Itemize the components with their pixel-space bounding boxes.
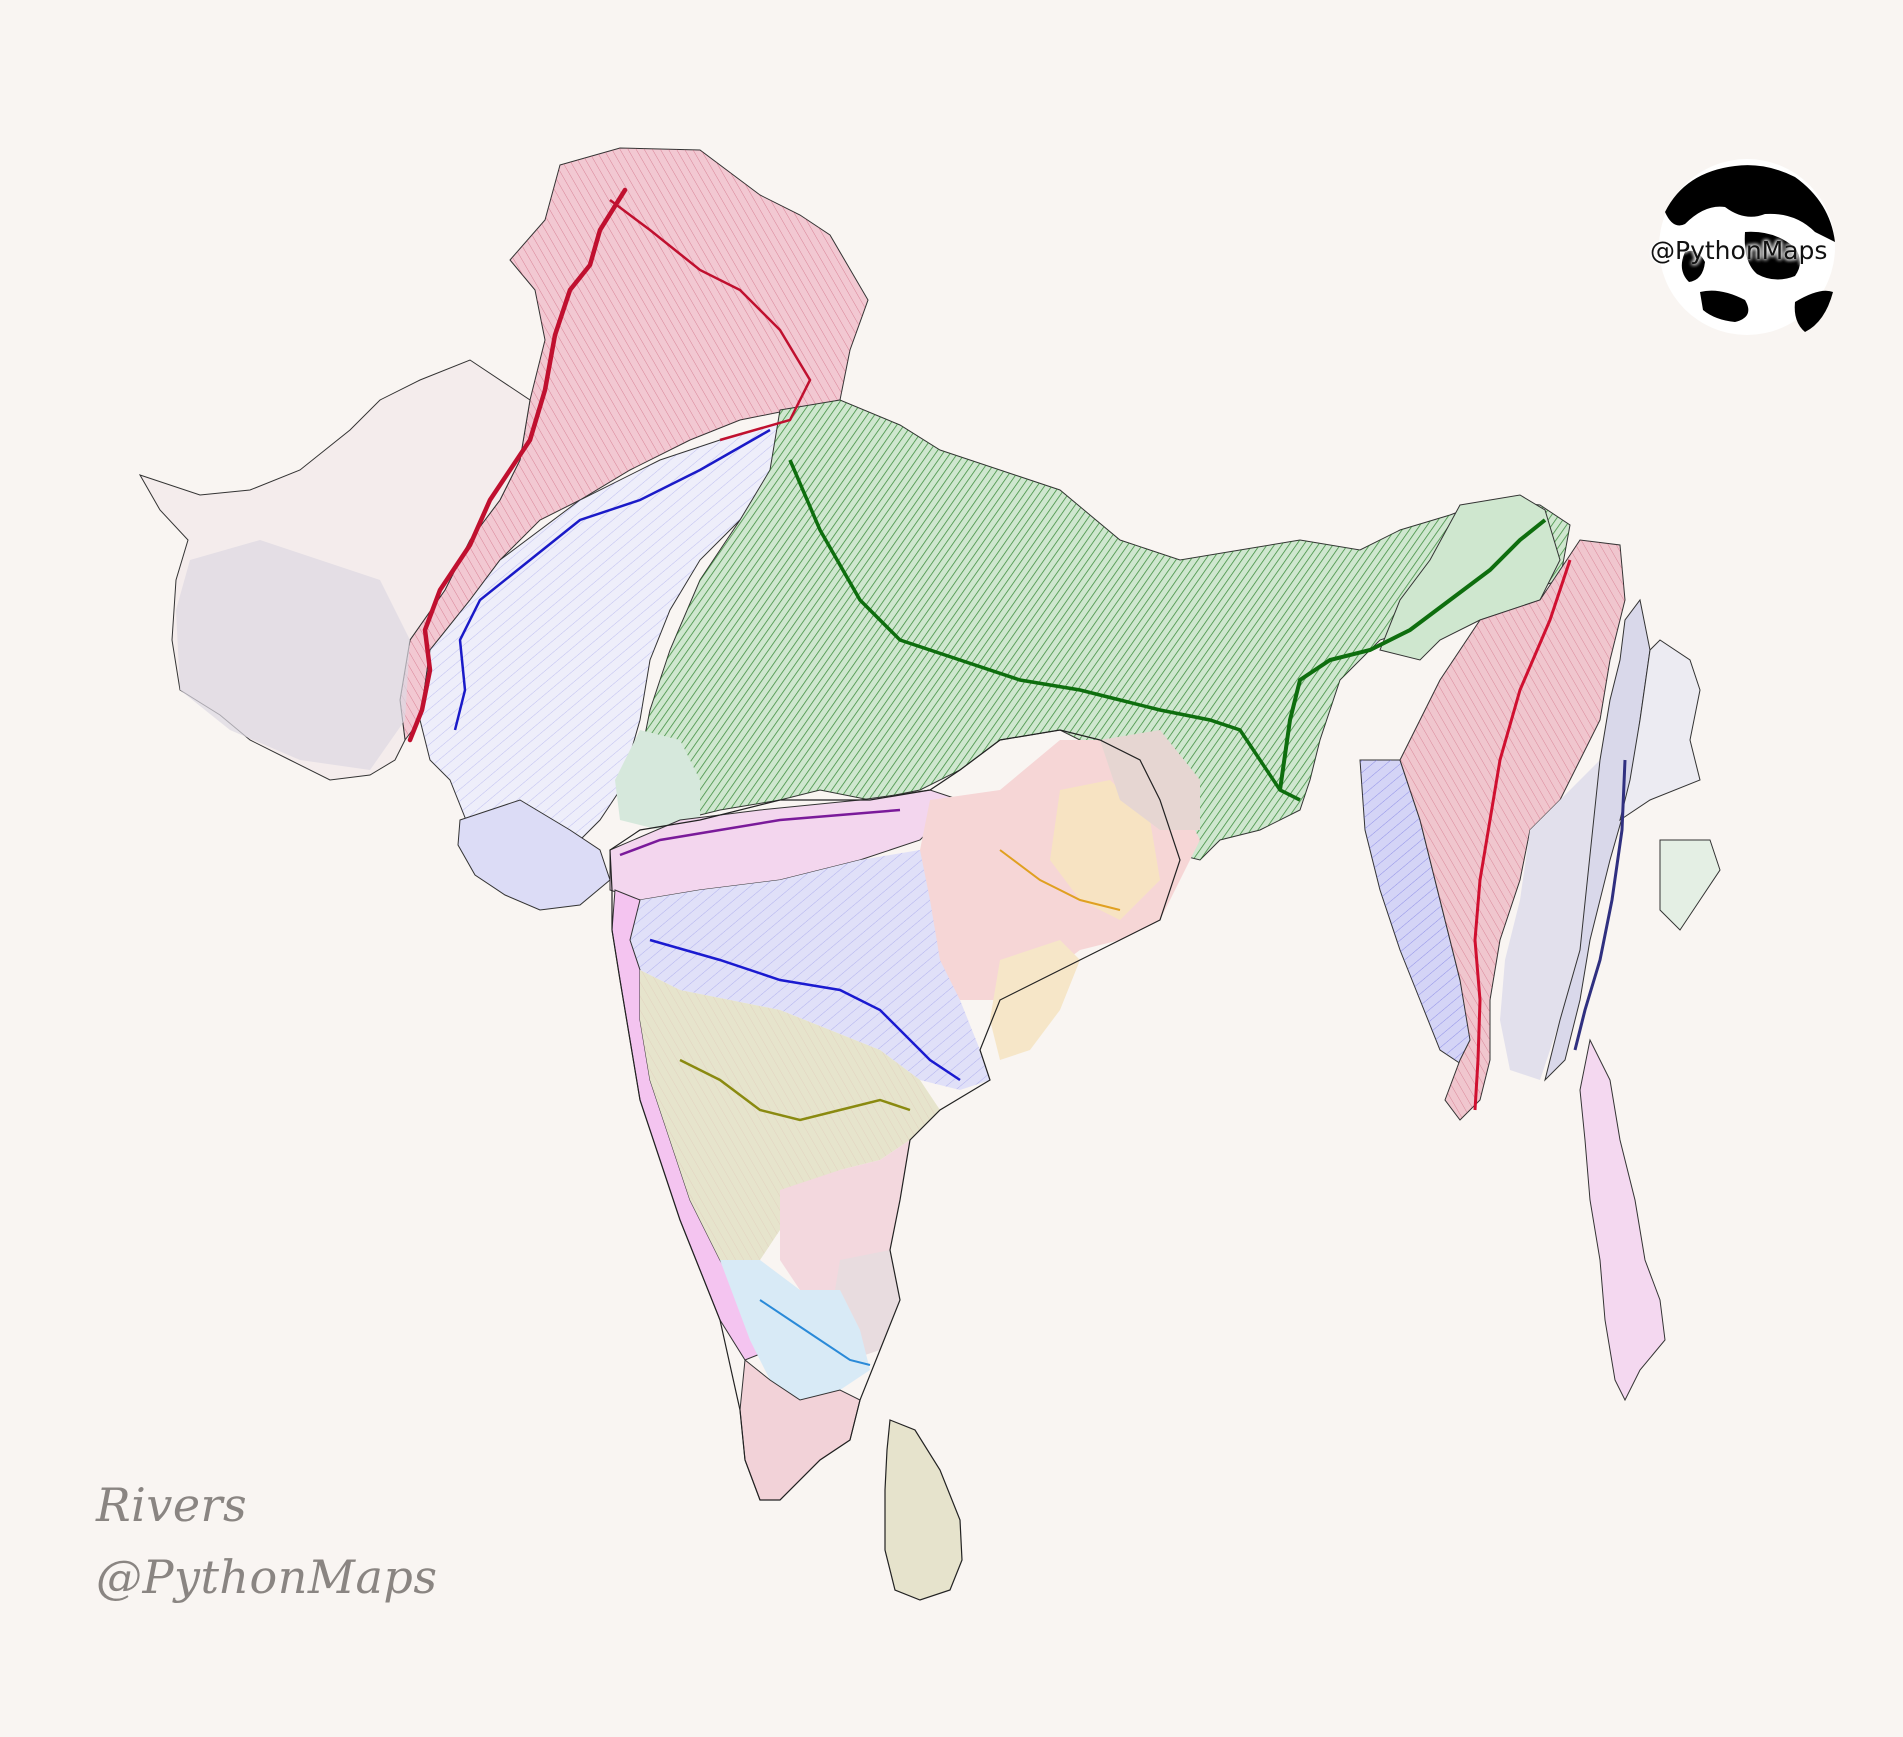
ganges-hatch bbox=[640, 400, 1570, 860]
saurashtra-basin bbox=[457, 799, 611, 911]
godavari-river bbox=[649, 938, 961, 1082]
sri-lanka-island bbox=[884, 1419, 963, 1601]
map-caption-handle: @PythonMaps bbox=[96, 1550, 438, 1604]
tenasserim-basin bbox=[1579, 1038, 1666, 1402]
krishna-river bbox=[679, 1058, 911, 1122]
brahmaputra-river bbox=[1278, 518, 1547, 791]
krishna-hatch bbox=[640, 970, 940, 1260]
indus-upper-hatch bbox=[400, 148, 868, 740]
kaveri-river bbox=[759, 1299, 871, 1366]
irrawaddy-river bbox=[1473, 559, 1572, 1111]
narmada-river bbox=[619, 808, 901, 857]
map-caption-title: Rivers bbox=[96, 1478, 248, 1532]
sutlej-river bbox=[453, 428, 771, 731]
peninsula-coastline bbox=[609, 729, 1181, 1501]
salween-basin bbox=[1544, 598, 1651, 1082]
salween-river bbox=[1573, 759, 1627, 1051]
thar-hatch bbox=[420, 420, 790, 860]
irrawaddy-hatch bbox=[1400, 540, 1625, 1120]
ganges-river bbox=[788, 459, 1301, 802]
indus-river bbox=[407, 187, 628, 743]
mahanadi-orange bbox=[1050, 780, 1160, 920]
mekong-edge-basin bbox=[1659, 839, 1721, 931]
logo-handle-text: @PythonMaps bbox=[1650, 236, 1828, 265]
mahi-basin bbox=[615, 730, 700, 830]
eastern-ghats-basin bbox=[990, 940, 1080, 1060]
globe-icon bbox=[1659, 159, 1835, 335]
kaveri-basin bbox=[720, 1260, 870, 1400]
mahanadi-river bbox=[999, 849, 1121, 911]
arakan-hatch bbox=[1360, 760, 1480, 1070]
jhelum-chenab-river bbox=[609, 199, 812, 442]
balochistan-grey bbox=[176, 540, 410, 770]
